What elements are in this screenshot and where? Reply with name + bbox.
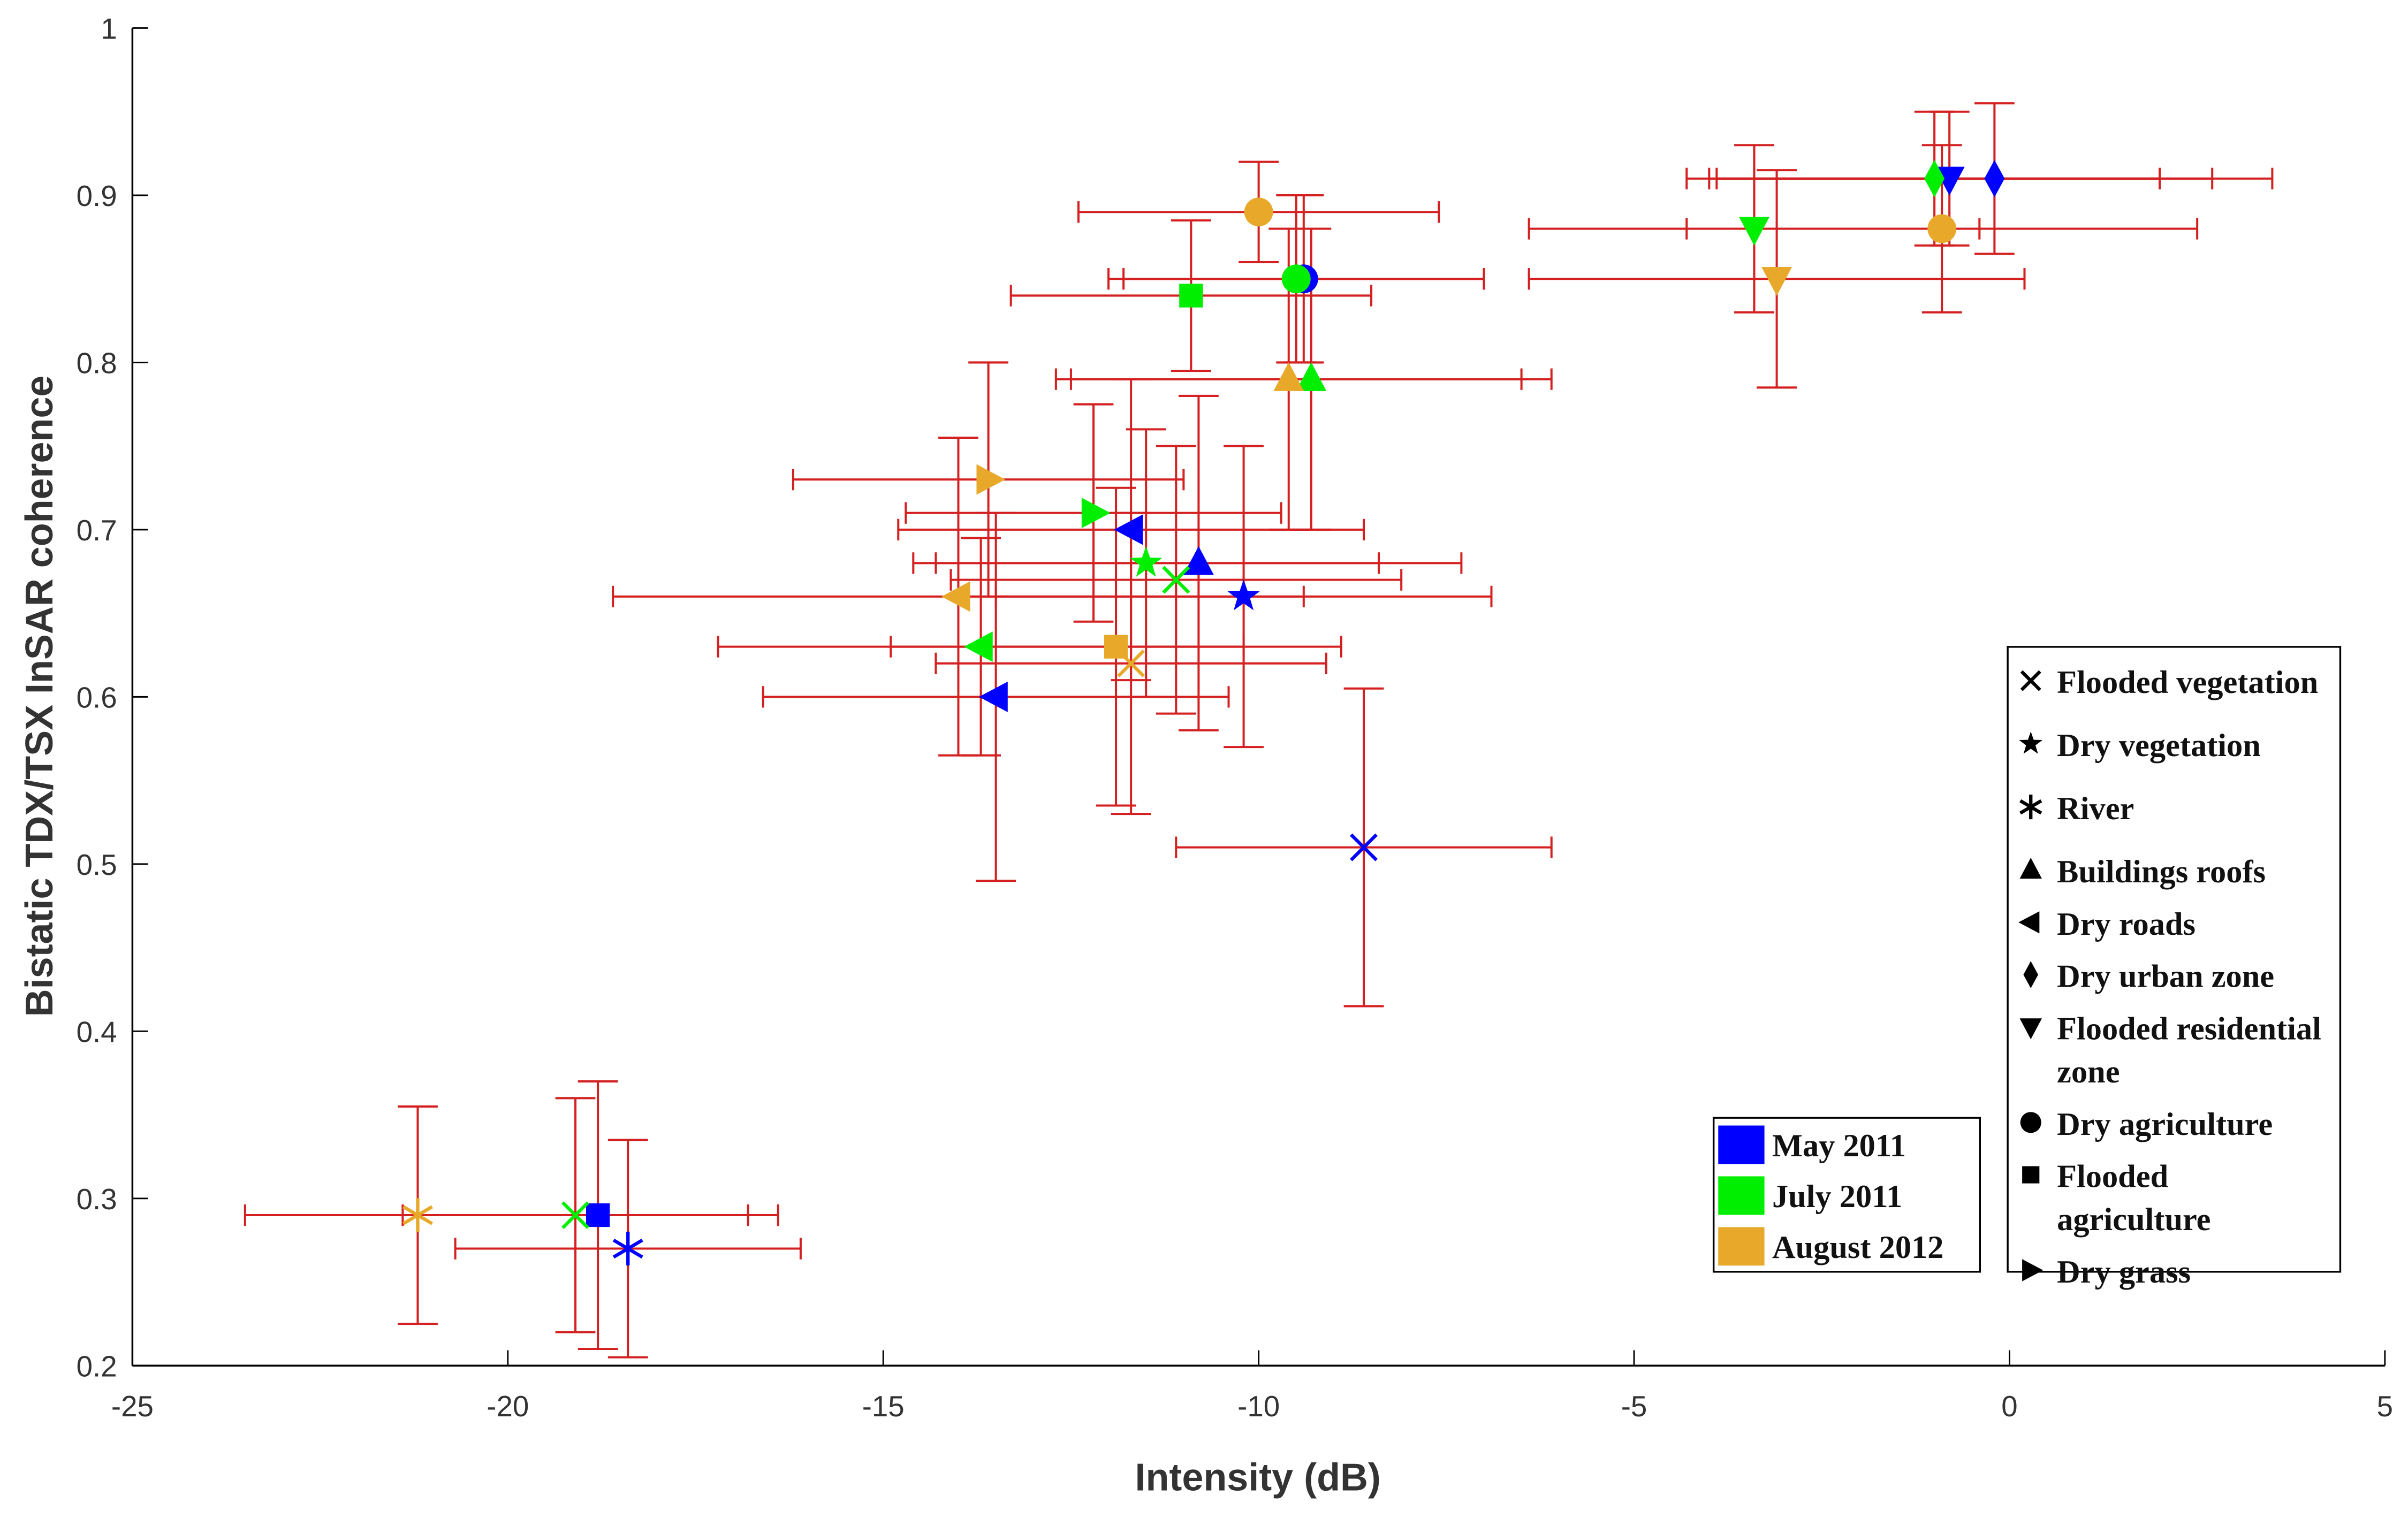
y-tick-label: 0.2 [77, 1350, 117, 1383]
marker [1227, 579, 1260, 611]
marker [976, 464, 1006, 495]
marker [963, 631, 993, 662]
marker [1081, 498, 1111, 529]
marker [1761, 267, 1792, 296]
marker [561, 1201, 590, 1230]
legend-label: Dry vegetation [2057, 728, 2261, 764]
legend-label: Dry urban zone [2057, 959, 2274, 995]
legend-label: Dry roads [2057, 906, 2196, 942]
y-tick-label: 0.8 [77, 347, 117, 380]
x-tick-label: -25 [111, 1390, 154, 1423]
y-tick-label: 0.6 [77, 682, 117, 714]
x-tick-label: -20 [487, 1390, 529, 1423]
marker [2022, 1166, 2040, 1184]
legend-label: Buildings roofs [2057, 854, 2266, 890]
legend-swatch [1718, 1125, 1765, 1164]
marker [1130, 546, 1163, 577]
marker [1739, 217, 1769, 246]
marker [2019, 1018, 2042, 1040]
legend-label: July 2011 [1772, 1179, 1902, 1215]
legend-label: August 2012 [1772, 1230, 1943, 1265]
legend-swatch [1718, 1227, 1765, 1266]
legend-label: River [2057, 791, 2134, 827]
marker [1281, 264, 1311, 294]
legend-box [2007, 646, 2342, 1273]
marker [2019, 731, 2043, 754]
legend-label: May 2011 [1772, 1128, 1906, 1164]
marker [2018, 911, 2040, 934]
x-tick-label: -10 [1237, 1390, 1280, 1423]
marker [1117, 649, 1145, 677]
marker [612, 1231, 643, 1266]
marker [2022, 1259, 2044, 1281]
marker [402, 1198, 433, 1232]
marker [586, 1203, 610, 1227]
y-tick-label: 0.9 [77, 180, 117, 212]
marker [1984, 159, 2005, 197]
marker [1350, 833, 1378, 861]
legend-label: Dry agriculture [2057, 1107, 2273, 1142]
marker [1179, 284, 1203, 308]
y-tick-label: 0.4 [77, 1016, 117, 1048]
marker [1273, 362, 1304, 391]
marker [1183, 546, 1214, 575]
y-tick-label: 0.5 [77, 849, 117, 881]
marker [2020, 1112, 2041, 1133]
y-tick-label: 0.3 [77, 1183, 117, 1216]
x-tick-label: 0 [2001, 1390, 2017, 1423]
marker [1927, 214, 1957, 243]
marker [978, 681, 1008, 712]
legend-label: Dry grass [2057, 1254, 2191, 1290]
x-tick-label: -5 [1621, 1390, 1647, 1423]
marker [1296, 362, 1327, 391]
marker [2020, 670, 2041, 691]
x-tick-label: 5 [2377, 1390, 2393, 1423]
marker [2019, 857, 2042, 879]
marker [1162, 566, 1190, 594]
legend-label: Flooded vegetation [2057, 665, 2318, 700]
y-axis-label: Bistatic TDX/TSX InSAR coherence [18, 376, 61, 1017]
legend-label: Flooded residential zone [2057, 1011, 2329, 1090]
marker [2019, 795, 2042, 820]
x-axis-label: Intensity (dB) [1135, 1456, 1380, 1499]
marker [1244, 197, 1273, 227]
legend-swatch [1718, 1176, 1765, 1215]
marker [1114, 514, 1143, 545]
legend-label: Flooded agriculture [2057, 1159, 2211, 1238]
x-tick-label: -15 [862, 1390, 905, 1423]
y-tick-label: 1 [101, 13, 117, 45]
marker [941, 581, 970, 612]
y-tick-label: 0.7 [77, 514, 117, 547]
